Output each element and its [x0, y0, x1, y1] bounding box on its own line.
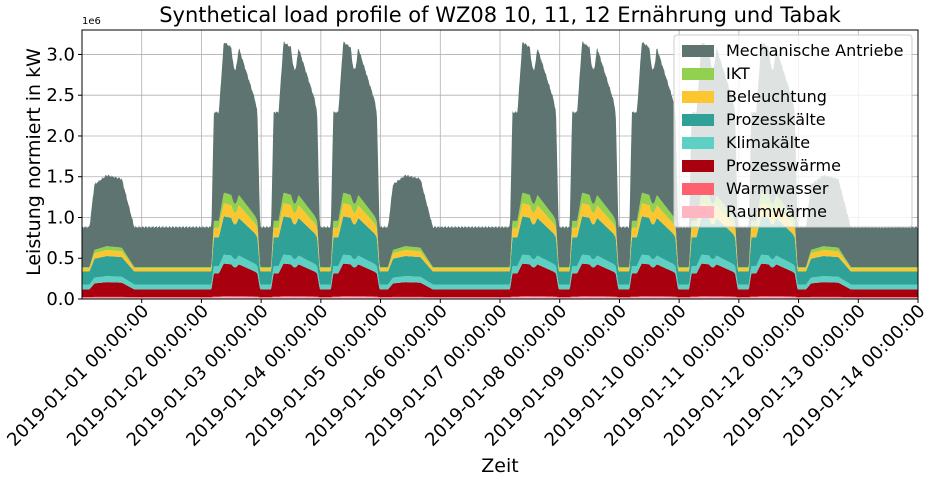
y-tick-label: 2.5	[46, 85, 75, 106]
y-tick-label: 1.0	[46, 207, 75, 228]
legend-swatch	[682, 160, 714, 172]
chart-title: Synthetical load profile of WZ08 10, 11,…	[159, 3, 841, 27]
legend-swatch	[682, 68, 714, 80]
y-axis-label: Leistung normiert in kW	[23, 48, 45, 276]
y-tick-label: 1.5	[46, 167, 75, 188]
x-axis-label: Zeit	[481, 455, 518, 477]
area-klimak-lte	[82, 254, 918, 290]
legend-swatch	[682, 114, 714, 126]
y-tick-label: 0.0	[46, 289, 75, 310]
legend-label: Raumwärme	[726, 202, 827, 221]
legend-label: Mechanische Antriebe	[726, 41, 903, 60]
y-tick-label: 3.0	[46, 44, 75, 65]
legend-swatch	[682, 91, 714, 103]
legend-swatch	[682, 183, 714, 195]
area-ikt	[82, 192, 918, 269]
legend-box	[673, 34, 913, 228]
y-offset-label: 1e6	[82, 16, 101, 27]
area-beleuchtung	[82, 203, 918, 272]
legend-label: IKT	[726, 64, 750, 83]
legend-label: Klimakälte	[726, 133, 810, 152]
legend: Mechanische Antriebe IKT Beleuchtung Prozes…	[673, 34, 913, 228]
legend-swatch	[682, 206, 714, 218]
y-tick-label: 2.0	[46, 126, 75, 147]
legend-label: Prozesskälte	[726, 110, 826, 129]
legend-swatch	[682, 137, 714, 149]
area-raumw-rme	[82, 296, 918, 299]
legend-swatch	[682, 45, 714, 57]
area-prozessw-rme	[82, 263, 918, 298]
area-prozessk-lte	[82, 216, 918, 285]
y-tick-label: 0.5	[46, 248, 75, 269]
legend-label: Prozesswärme	[726, 156, 841, 175]
legend-label: Beleuchtung	[726, 87, 827, 106]
area-warmwasser	[82, 296, 918, 298]
legend-label: Warmwasser	[726, 179, 829, 198]
